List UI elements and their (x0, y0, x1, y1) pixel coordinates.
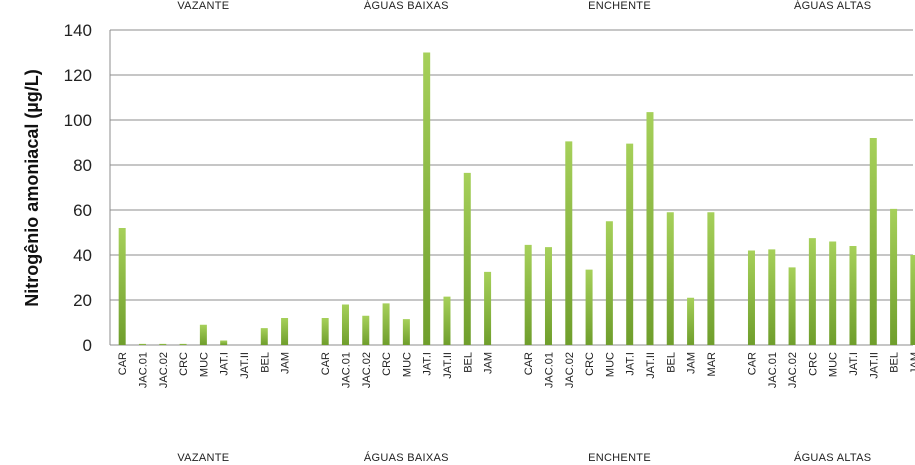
bar (707, 212, 715, 345)
y-tick-label: 0 (83, 336, 92, 355)
x-tick-label: JAT.I (625, 352, 637, 376)
bar (159, 343, 167, 345)
bar (341, 304, 349, 345)
bar (869, 138, 877, 345)
season-labels-bottom: VAZANTE ÁGUAS BAIXAS ENCHENTE ÁGUAS ALTAS (177, 451, 871, 464)
bars (118, 52, 915, 345)
y-tick-label: 140 (64, 21, 92, 40)
x-tick-label: JAC.02 (564, 352, 576, 388)
bar (747, 250, 755, 345)
x-tick-label: JAC.01 (767, 352, 779, 388)
y-tick-label: 40 (73, 246, 92, 265)
bar (646, 112, 654, 345)
bar (890, 208, 898, 345)
x-tick-label: JAC.02 (158, 352, 170, 388)
x-tick-label: CRC (178, 352, 190, 376)
bar (687, 297, 695, 345)
x-tick-label: MUC (401, 352, 413, 377)
axes (109, 30, 913, 346)
gridlines (110, 29, 913, 301)
bar (788, 267, 796, 345)
x-tick-label: CAR (523, 352, 535, 375)
bar (443, 296, 451, 345)
season-label-top: ÁGUAS BAIXAS (364, 0, 449, 12)
x-tick-label: CRC (381, 352, 393, 376)
x-tick-label: CRC (584, 352, 596, 376)
bar (402, 319, 410, 345)
season-label-top: ENCHENTE (588, 0, 651, 12)
bar (382, 303, 390, 345)
season-label-bottom: ENCHENTE (588, 452, 651, 464)
x-tick-label: BEL (665, 352, 677, 373)
x-tick-label: JAC.02 (787, 352, 799, 388)
y-tick-labels: 0 20 40 60 80 100 120 140 (64, 21, 92, 355)
season-label-top: VAZANTE (177, 0, 229, 12)
x-tick-label: CRC (807, 352, 819, 376)
x-tick-label: CAR (320, 352, 332, 375)
x-tick-label: JAT.II (442, 352, 454, 379)
x-tick-label: CAR (117, 352, 129, 375)
x-tick-label: JAT.I (422, 352, 434, 376)
season-labels-top: VAZANTE ÁGUAS BAIXAS ENCHENTE ÁGUAS ALTAS (177, 0, 871, 12)
y-tick-label: 20 (73, 291, 92, 310)
x-tick-label: JAT.II (868, 352, 880, 379)
bar (321, 318, 329, 345)
bar (138, 343, 146, 345)
bar (829, 241, 837, 345)
bar (808, 238, 816, 345)
bar (585, 269, 593, 345)
x-tick-label: MAR (706, 352, 718, 377)
x-tick-label: JAM (280, 352, 292, 374)
bar (666, 212, 674, 345)
bar (524, 244, 532, 345)
x-tick-label: JAC.01 (137, 352, 149, 388)
bar (626, 143, 634, 345)
x-tick-label: CAR (746, 352, 758, 375)
x-tick-label: MUC (604, 352, 616, 377)
bar (423, 52, 431, 345)
y-tick-label: 80 (73, 156, 92, 175)
bar (362, 315, 370, 345)
x-tick-label: MUC (828, 352, 840, 377)
season-label-bottom: VAZANTE (177, 452, 229, 464)
bar (605, 221, 613, 345)
bar (910, 255, 915, 345)
x-tick-label: JAM (909, 352, 915, 374)
bar (544, 247, 552, 345)
bar (281, 318, 289, 345)
x-tick-label: JAC.01 (543, 352, 555, 388)
x-tick-label: MUC (198, 352, 210, 377)
y-axis-label: Nitrogênio amoniacal (µg/L) (22, 69, 42, 306)
x-tick-label: JAT.I (219, 352, 231, 376)
x-tick-label: BEL (889, 352, 901, 373)
bar (849, 246, 857, 345)
x-tick-label: JAC.01 (340, 352, 352, 388)
x-tick-label: JAT.II (239, 352, 251, 379)
bar (118, 228, 126, 345)
bar (220, 340, 228, 345)
x-tick-labels: CAR JAC.01 JAC.02 CRC MUC JAT.I JAT.II BEL JAM CA… (117, 352, 915, 388)
bar (260, 328, 268, 345)
x-tick-label: JAC.02 (361, 352, 373, 388)
x-tick-label: JAT.II (645, 352, 657, 379)
bar (199, 324, 207, 345)
y-tick-label: 60 (73, 201, 92, 220)
bar (463, 172, 471, 345)
x-tick-label: JAM (686, 352, 698, 374)
y-tick-label: 120 (64, 66, 92, 85)
bar (179, 343, 187, 345)
season-label-bottom: ÁGUAS BAIXAS (364, 451, 449, 464)
y-tick-label: 100 (64, 111, 92, 130)
season-label-bottom: ÁGUAS ALTAS (794, 451, 871, 464)
x-tick-label: BEL (462, 352, 474, 373)
x-tick-label: JAM (483, 352, 495, 374)
season-label-top: ÁGUAS ALTAS (794, 0, 871, 12)
x-tick-label: BEL (259, 352, 271, 373)
x-tick-label: JAT.I (848, 352, 860, 376)
bar (768, 249, 776, 345)
bar (565, 141, 573, 345)
bar (484, 271, 492, 345)
